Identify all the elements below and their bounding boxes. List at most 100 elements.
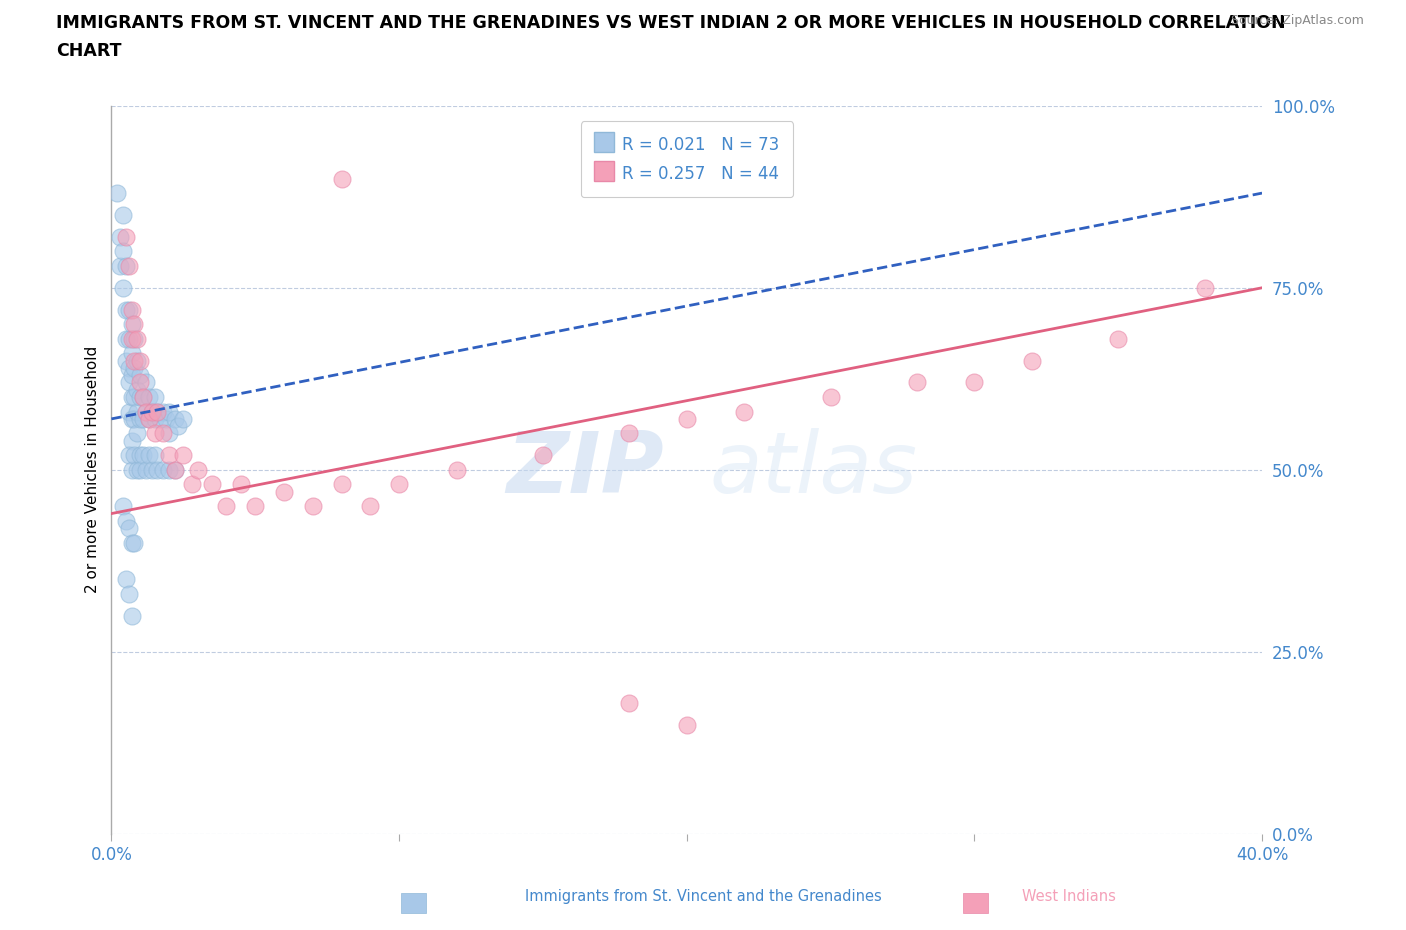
Point (172, 448, 194, 463)
Point (127, 462, 149, 477)
Point (129, 353, 152, 368)
Point (146, 405, 169, 419)
Text: Source: ZipAtlas.com: Source: ZipAtlas.com (1230, 14, 1364, 27)
Point (143, 411, 166, 426)
Point (127, 331, 149, 346)
Text: West Indians: West Indians (1022, 889, 1115, 904)
Point (114, 302, 136, 317)
Point (245, 498, 267, 513)
Point (820, 390, 842, 405)
Point (675, 411, 697, 426)
Point (157, 448, 180, 463)
Point (330, 171, 353, 186)
Point (121, 462, 143, 477)
Point (675, 717, 697, 732)
Point (157, 405, 180, 419)
Point (124, 536, 146, 551)
Point (111, 498, 134, 513)
Text: IMMIGRANTS FROM ST. VINCENT AND THE GRENADINES VS WEST INDIAN 2 OR MORE VEHICLES: IMMIGRANTS FROM ST. VINCENT AND THE GREN… (56, 14, 1286, 32)
Point (121, 331, 143, 346)
Point (163, 462, 186, 477)
Point (905, 375, 928, 390)
Point (129, 411, 152, 426)
Point (124, 331, 146, 346)
Point (118, 361, 141, 376)
Point (114, 230, 136, 245)
Point (121, 367, 143, 382)
Point (172, 411, 194, 426)
Point (124, 390, 146, 405)
Point (446, 462, 468, 477)
Point (152, 405, 174, 419)
Point (129, 375, 152, 390)
Point (201, 477, 224, 492)
Point (118, 375, 141, 390)
Point (152, 462, 174, 477)
Point (132, 390, 155, 405)
Point (146, 405, 169, 419)
Point (143, 426, 166, 441)
Point (124, 317, 146, 332)
Point (121, 346, 143, 361)
Point (129, 462, 152, 477)
Point (121, 608, 143, 623)
Point (105, 186, 128, 201)
Point (121, 411, 143, 426)
Point (733, 405, 755, 419)
Point (118, 259, 141, 273)
Point (619, 696, 641, 711)
Legend: R = 0.021   N = 73, R = 0.257   N = 44: R = 0.021 N = 73, R = 0.257 N = 44 (581, 121, 793, 197)
Point (163, 411, 186, 426)
Point (132, 448, 155, 463)
Point (129, 390, 152, 405)
Text: CHART: CHART (56, 42, 122, 60)
Point (127, 426, 149, 441)
Point (215, 498, 238, 513)
Point (273, 485, 295, 499)
Point (118, 302, 141, 317)
Point (301, 498, 323, 513)
Point (963, 375, 986, 390)
Point (166, 418, 188, 433)
Point (114, 572, 136, 587)
Point (118, 331, 141, 346)
Point (121, 317, 143, 332)
Point (121, 536, 143, 551)
Point (531, 448, 554, 463)
Point (330, 477, 353, 492)
Point (121, 433, 143, 448)
Point (135, 462, 157, 477)
Point (1194, 280, 1216, 295)
Point (149, 411, 172, 426)
Point (135, 375, 157, 390)
Point (138, 411, 160, 426)
Point (146, 462, 169, 477)
Point (114, 331, 136, 346)
Point (118, 448, 141, 463)
Point (127, 353, 149, 368)
Point (129, 448, 152, 463)
Point (108, 230, 131, 245)
Point (124, 361, 146, 376)
Text: Immigrants from St. Vincent and the Grenadines: Immigrants from St. Vincent and the Gren… (524, 889, 882, 904)
Point (135, 405, 157, 419)
Point (129, 367, 152, 382)
Point (127, 405, 149, 419)
Point (388, 477, 411, 492)
Point (141, 405, 163, 419)
Point (141, 405, 163, 419)
Point (229, 477, 252, 492)
Point (181, 477, 204, 492)
Point (111, 207, 134, 222)
Y-axis label: 2 or more Vehicles in Household: 2 or more Vehicles in Household (86, 346, 100, 593)
Point (124, 353, 146, 368)
Point (187, 462, 209, 477)
Point (138, 448, 160, 463)
Point (132, 411, 155, 426)
Point (108, 259, 131, 273)
Point (1021, 353, 1043, 368)
Point (143, 390, 166, 405)
Point (163, 462, 186, 477)
Point (152, 426, 174, 441)
Point (135, 405, 157, 419)
